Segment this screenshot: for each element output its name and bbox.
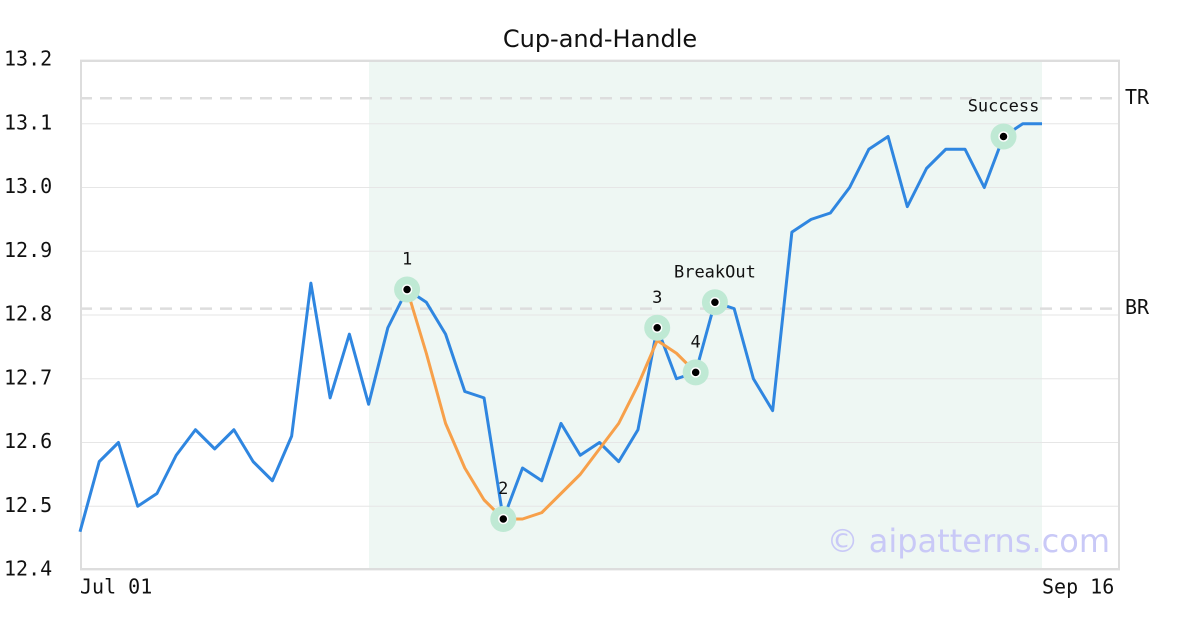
annotation-label: 4 xyxy=(691,332,701,352)
chart-title: Cup-and-Handle xyxy=(503,25,697,53)
series-line xyxy=(405,289,697,521)
reference-label: BR xyxy=(1125,295,1150,319)
y-tick-label: 13.2 xyxy=(4,47,52,71)
annotation-dot xyxy=(651,322,663,333)
y-tick-label: 13.1 xyxy=(4,110,52,134)
annotation-dot xyxy=(709,297,721,308)
y-tick-label: 12.4 xyxy=(4,557,52,581)
series-line xyxy=(78,122,1042,533)
annotation-dot xyxy=(690,367,701,378)
annotation-label: Success xyxy=(968,97,1040,117)
annotation-label: 1 xyxy=(402,250,412,270)
reference-label: TR xyxy=(1125,85,1150,109)
plot-frame xyxy=(80,60,1120,570)
y-tick-label: 13.0 xyxy=(4,174,52,198)
y-tick-label: 12.5 xyxy=(4,493,52,517)
watermark: © aipatterns.com xyxy=(827,522,1110,560)
annotation-dot xyxy=(401,284,413,295)
y-tick-label: 12.9 xyxy=(4,238,52,262)
annotation-dot xyxy=(998,131,1009,142)
x-tick-label: Sep 16 xyxy=(1042,575,1114,599)
x-tick-label: Jul 01 xyxy=(80,575,152,599)
y-tick-label: 12.6 xyxy=(4,429,52,453)
annotation-label: BreakOut xyxy=(674,262,756,282)
y-tick-label: 12.7 xyxy=(4,365,52,389)
annotation-dot xyxy=(498,513,509,525)
y-tick-label: 12.8 xyxy=(4,302,52,326)
annotation-label: 2 xyxy=(498,479,508,499)
annotation-label: 3 xyxy=(652,288,662,308)
